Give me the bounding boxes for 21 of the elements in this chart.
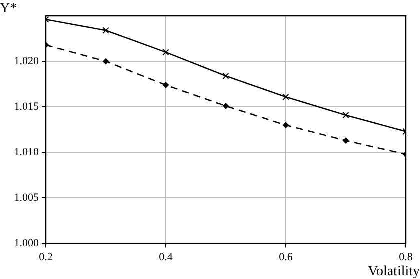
- point: [283, 122, 289, 128]
- x-tick-label: 0.2: [39, 251, 53, 264]
- y-tick-label: 1.000: [14, 238, 40, 250]
- x-axis-title: Volatility: [368, 264, 420, 279]
- point: [282, 94, 290, 100]
- point: [343, 138, 349, 144]
- x-tick-label: 0.6: [279, 251, 294, 264]
- point: [222, 72, 230, 80]
- point: [103, 58, 109, 65]
- point: [342, 112, 350, 119]
- y-tick-label: 1.005: [14, 192, 40, 204]
- x-tick-label: 0.4: [159, 251, 174, 264]
- x-tick-label: 0.8: [399, 251, 414, 264]
- y-axis-title: Y*: [0, 2, 18, 17]
- point: [162, 49, 170, 56]
- point: [163, 82, 169, 88]
- y-tick-label: 1.015: [14, 101, 40, 114]
- point: [102, 27, 110, 34]
- y-tick-label: 1.020: [14, 55, 40, 68]
- y-tick-label: 1.010: [14, 146, 40, 159]
- point: [223, 103, 229, 110]
